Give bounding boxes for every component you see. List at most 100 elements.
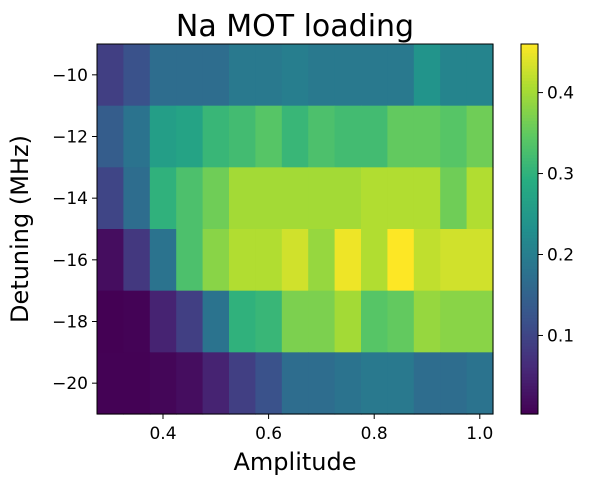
heatmap-cell [413, 167, 441, 230]
colorbar-segment [521, 195, 538, 199]
colorbar-segment [521, 108, 538, 113]
heatmap-cell [97, 105, 124, 168]
colorbar-segment [521, 349, 538, 353]
heatmap-cell [229, 44, 256, 107]
colorbar-segment [521, 377, 538, 381]
heatmap-cell [123, 167, 151, 230]
colorbar-segment [521, 65, 538, 70]
heatmap-cell [308, 44, 336, 107]
heatmap-cell [334, 352, 362, 415]
colorbar-segment [521, 151, 538, 156]
colorbar-segment [521, 229, 538, 233]
colorbar-segment [521, 383, 538, 387]
colorbar-segment [521, 309, 538, 313]
colorbar-segment [521, 367, 538, 372]
colorbar-segment [521, 102, 538, 107]
colorbar-segment [521, 179, 538, 184]
heatmap-cell [281, 44, 309, 107]
heatmap-cell [308, 290, 336, 353]
y-axis-ticks: −10 −12 −14 −16 −18 −20 [52, 66, 97, 394]
colorbar-segment [521, 266, 538, 270]
heatmap-cell [123, 44, 151, 107]
colorbar-segment [521, 287, 538, 292]
heatmap-cell [123, 352, 151, 415]
colorbar-segment [521, 247, 538, 252]
colorbar-segment [521, 352, 538, 357]
colorbar-segment [521, 139, 538, 144]
colorbar-segment [521, 62, 538, 67]
heatmap-cell [361, 290, 388, 353]
colorbar-segment [521, 306, 538, 310]
colorbar-tick-label: 0.1 [547, 326, 574, 346]
colorbar-segment [521, 124, 538, 128]
heatmap-cell [466, 44, 494, 107]
heatmap-cell [387, 167, 415, 230]
colorbar-segment [521, 278, 538, 283]
heatmap-cell [229, 105, 256, 168]
x-tick-label: 0.6 [255, 424, 282, 444]
heatmap-cell [308, 105, 336, 168]
colorbar-segment [521, 404, 538, 409]
heatmap-cell [466, 105, 494, 168]
heatmap-cell [176, 44, 204, 107]
colorbar-segment [521, 167, 538, 172]
colorbar-segment [521, 158, 538, 162]
heatmap-cell [97, 352, 124, 415]
colorbar-segment [521, 207, 538, 212]
colorbar-segment [521, 56, 538, 61]
heatmap-cell [255, 105, 283, 168]
heatmap-cell [466, 229, 494, 292]
y-tick-label: −16 [52, 251, 88, 271]
colorbar-segment [521, 176, 538, 181]
colorbar-segment [521, 355, 538, 360]
heatmap-cell [202, 44, 230, 107]
colorbar-segment [521, 204, 538, 209]
heatmap-cell [281, 105, 309, 168]
heatmap-cell [413, 352, 441, 415]
heatmap-cell [466, 290, 494, 353]
heatmap-cell [387, 352, 415, 415]
colorbar-segment [521, 127, 538, 131]
y-tick-label: −10 [52, 66, 88, 86]
colorbar-segment [521, 250, 538, 255]
colorbar-segment [521, 321, 538, 326]
colorbar-segment [521, 111, 538, 116]
colorbar-segment [521, 241, 538, 246]
colorbar-segment [521, 293, 538, 298]
heatmap-cells [97, 44, 494, 415]
heatmap-cell [255, 167, 283, 230]
colorbar-segment [521, 232, 538, 236]
colorbar-segment [521, 340, 538, 344]
colorbar-segment [521, 148, 538, 153]
colorbar-segment [521, 343, 538, 347]
heatmap-cell [255, 229, 283, 292]
colorbar-segment [521, 99, 538, 104]
heatmap-cell [255, 44, 283, 107]
colorbar-segment [521, 259, 538, 264]
heatmap-cell [387, 105, 415, 168]
colorbar-frame [520, 43, 539, 415]
colorbar-segment [521, 44, 538, 48]
colorbar-segment [521, 386, 538, 390]
colorbar-segment [521, 87, 538, 91]
y-tick-label: −12 [52, 128, 88, 148]
heatmap-cell [440, 290, 468, 353]
heatmap-cell [229, 290, 256, 353]
heatmap-cell [440, 105, 468, 168]
heatmap-cell [281, 229, 309, 292]
colorbar-segment [521, 68, 538, 73]
colorbar-segment [521, 155, 538, 159]
colorbar-segment [521, 185, 538, 190]
colorbar: 0.1 0.2 0.3 0.4 [520, 43, 574, 415]
colorbar-segment [521, 121, 538, 125]
colorbar-segment [521, 410, 538, 415]
heatmap-cell [334, 167, 362, 230]
heatmap-cell [308, 352, 336, 415]
heatmap-cell [176, 167, 204, 230]
colorbar-segment [521, 198, 538, 202]
heatmap-cell [123, 105, 151, 168]
heatmap-cell [334, 105, 362, 168]
colorbar-segment [521, 272, 538, 276]
colorbar-segment [521, 346, 538, 350]
heatmap-cell [255, 290, 283, 353]
